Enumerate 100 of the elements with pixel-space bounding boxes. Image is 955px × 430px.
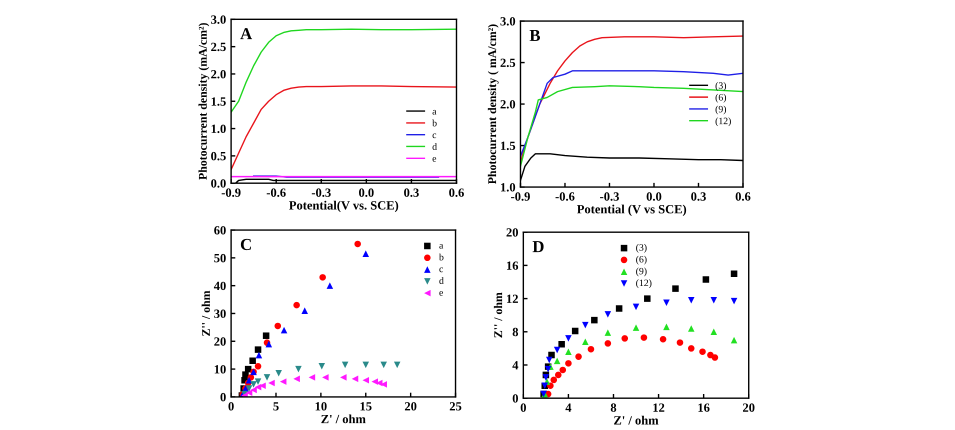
y-tick-label: 60 — [214, 226, 226, 235]
x-axis-title: Z' / ohm — [321, 414, 366, 424]
point — [730, 270, 738, 277]
y-tick-label: 2.5 — [500, 58, 516, 68]
legend-label: e — [439, 291, 443, 296]
point — [688, 325, 695, 332]
point — [710, 296, 718, 304]
y-tick-label: 10 — [214, 365, 226, 374]
point — [250, 381, 257, 388]
line-series — [231, 28, 456, 113]
point — [565, 335, 572, 342]
legend-label: a — [432, 110, 436, 115]
y-tick-label: 2.5 — [211, 42, 226, 52]
point — [554, 358, 560, 364]
point — [572, 328, 578, 334]
point — [394, 362, 400, 368]
point — [554, 346, 560, 354]
y-tick-label: 30 — [214, 309, 226, 318]
y-tick-label: 40 — [214, 282, 226, 290]
x-tick-label: -0.3 — [312, 188, 331, 197]
point — [254, 363, 262, 370]
point — [644, 295, 651, 302]
x-tick-label: 25 — [450, 402, 462, 411]
point — [558, 340, 565, 348]
x-axis-title: Potential(V vs. SCE) — [289, 200, 398, 212]
point — [688, 296, 695, 304]
y-tick-label: 16 — [506, 261, 518, 270]
x-tick-label: -0.6 — [266, 188, 286, 197]
point — [246, 385, 252, 392]
legend-label: c — [432, 134, 436, 138]
x-tick-label: -0.3 — [600, 192, 619, 201]
point — [250, 386, 257, 394]
line-series — [520, 70, 743, 158]
point — [293, 302, 300, 308]
x-tick-label: 15 — [360, 402, 372, 411]
point — [362, 250, 370, 257]
point — [730, 298, 738, 304]
point — [591, 316, 598, 324]
x-tick-label: -0.6 — [556, 192, 575, 201]
legend-label: a — [439, 244, 444, 249]
legend-label: e — [432, 157, 436, 162]
x-tick-label: 0.0 — [646, 192, 662, 201]
point — [322, 374, 329, 381]
legend-label: b — [439, 254, 444, 260]
x-tick-label: -0.9 — [222, 188, 241, 197]
legend-label: (6) — [716, 94, 726, 103]
annotation: B — [530, 30, 540, 41]
point — [246, 389, 252, 396]
point — [295, 366, 302, 372]
x-tick-label: 12 — [653, 403, 664, 412]
legend-label: (9) — [636, 268, 647, 276]
point — [604, 311, 612, 318]
y-tick-label: 1.0 — [500, 183, 516, 192]
point — [663, 299, 670, 306]
point — [262, 332, 270, 339]
point — [293, 376, 300, 382]
x-tick-label: 4 — [565, 403, 572, 412]
point — [712, 354, 718, 361]
x-tick-label: -0.9 — [511, 192, 530, 201]
point — [256, 352, 262, 358]
legend-label: d — [439, 277, 444, 284]
x-tick-label: 0 — [520, 403, 526, 412]
y-tick-label: 0.5 — [211, 152, 226, 160]
point — [676, 339, 684, 346]
point — [702, 276, 710, 283]
x-tick-label: 0.6 — [736, 192, 750, 201]
y-axis-title: Z'' / ohm — [202, 290, 210, 336]
point — [318, 363, 326, 370]
point — [254, 346, 262, 353]
point — [582, 322, 589, 328]
y-tick-label: 1.5 — [212, 97, 226, 106]
y-axis-title: Z'' / ohm — [494, 292, 502, 338]
point — [699, 348, 706, 355]
x-tick-label: 20 — [404, 402, 416, 411]
x-tick-label: 0 — [228, 402, 234, 411]
point — [354, 240, 361, 248]
point — [604, 340, 612, 347]
point — [640, 334, 648, 341]
point — [560, 366, 566, 374]
annotation: A — [240, 28, 252, 40]
legend-label: c — [439, 268, 444, 272]
y-axis-title: Photocurrent density ( mA/cm²) — [488, 24, 499, 184]
point — [622, 335, 628, 342]
legend-label: d — [432, 143, 437, 150]
point — [565, 360, 572, 367]
y-tick-label: 2.0 — [500, 100, 516, 109]
point — [604, 329, 612, 336]
point — [280, 378, 286, 385]
x-tick-label: 5 — [273, 402, 279, 411]
point — [342, 362, 348, 368]
point — [268, 380, 275, 386]
point — [565, 348, 572, 355]
x-tick-label: 16 — [698, 403, 710, 412]
point — [688, 345, 695, 352]
point — [264, 374, 270, 381]
y-tick-label: 12 — [506, 294, 518, 303]
x-tick-label: 8 — [610, 403, 616, 412]
point — [280, 326, 288, 334]
point — [663, 324, 670, 330]
x-axis-title: Z' / ohm — [614, 416, 658, 425]
